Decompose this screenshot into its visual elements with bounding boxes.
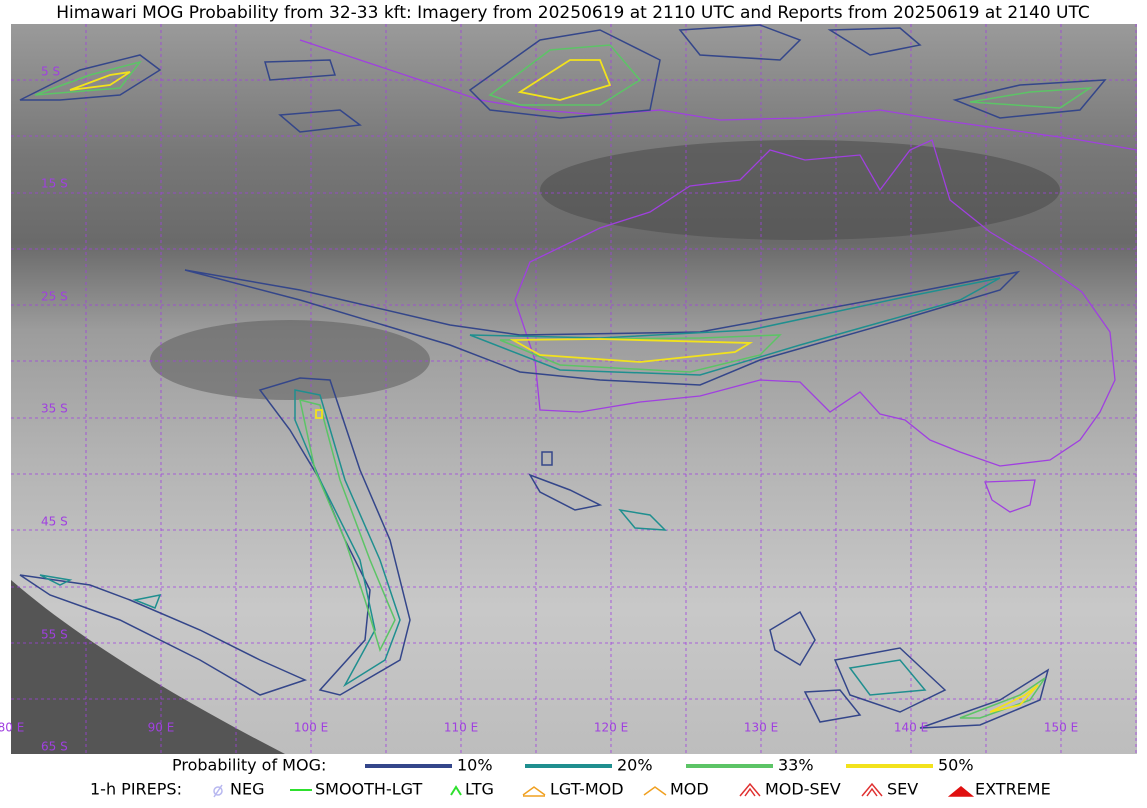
legend-item: 20% (617, 756, 653, 775)
legend-label: Probability of MOG: (172, 756, 326, 775)
icon-ltg (450, 785, 462, 796)
lat-label: 35 S (41, 402, 68, 416)
icon-neg (213, 786, 223, 796)
lon-label: 80 E (0, 721, 24, 735)
lat-label: 15 S (41, 177, 68, 191)
lat-label: 5 S (41, 65, 60, 79)
lat-label: 45 S (41, 515, 68, 529)
lon-label: 140 E (894, 721, 928, 735)
lon-label: 130 E (744, 721, 778, 735)
legend-label: 1-h PIREPS: (90, 780, 182, 799)
legend-item: MOD (670, 780, 709, 799)
lat-label: 65 S (41, 740, 68, 754)
icon-extreme (947, 786, 975, 797)
legend-item: EXTREME (975, 780, 1051, 799)
lon-label: 150 E (1044, 721, 1078, 735)
legend-item: MOD-SEV (765, 780, 841, 799)
pirep-icons (213, 782, 975, 798)
legend-item: LGT-MOD (550, 780, 624, 799)
lat-label: 55 S (41, 628, 68, 642)
legend-item: 33% (778, 756, 814, 775)
legend-item: LTG (465, 780, 494, 799)
lon-label: 90 E (148, 721, 175, 735)
legend-item: NEG (230, 780, 264, 799)
map: 5 S 15 S 25 S 35 S 45 S 55 S 65 S 80 E 9… (0, 24, 1138, 754)
legend-item: 50% (938, 756, 974, 775)
dark-band (540, 140, 1060, 240)
lon-label: 110 E (444, 721, 478, 735)
legend-pireps: 1-h PIREPS: NEG SMOOTH-LGT LTG LGT-MOD M… (90, 780, 1051, 799)
mog-contours (19, 24, 1107, 729)
lat-label: 25 S (41, 290, 68, 304)
space (11, 580, 285, 754)
legend-item: 10% (457, 756, 493, 775)
legend-probability: Probability of MOG: 10% 20% 33% 50% (172, 756, 974, 775)
lon-label: 120 E (594, 721, 628, 735)
lon-label: 100 E (294, 721, 328, 735)
icon-sev (861, 782, 883, 797)
coastlines (299, 39, 1138, 513)
icon-mod (643, 786, 667, 796)
dark-swirl (150, 320, 430, 400)
lat-labels: 5 S 15 S 25 S 35 S 45 S 55 S 65 S (41, 65, 68, 754)
title: Himawari MOG Probability from 32-33 kft:… (56, 3, 1090, 23)
icon-lgt-mod (522, 786, 546, 797)
lon-labels: 80 E 90 E 100 E 110 E 120 E 130 E 140 E … (0, 721, 1078, 735)
legend-item: SEV (887, 780, 918, 799)
icon-mod-sev (739, 782, 761, 797)
imagery (11, 24, 1137, 754)
legend-item: SMOOTH-LGT (315, 780, 422, 799)
icon-neg (213, 784, 223, 798)
